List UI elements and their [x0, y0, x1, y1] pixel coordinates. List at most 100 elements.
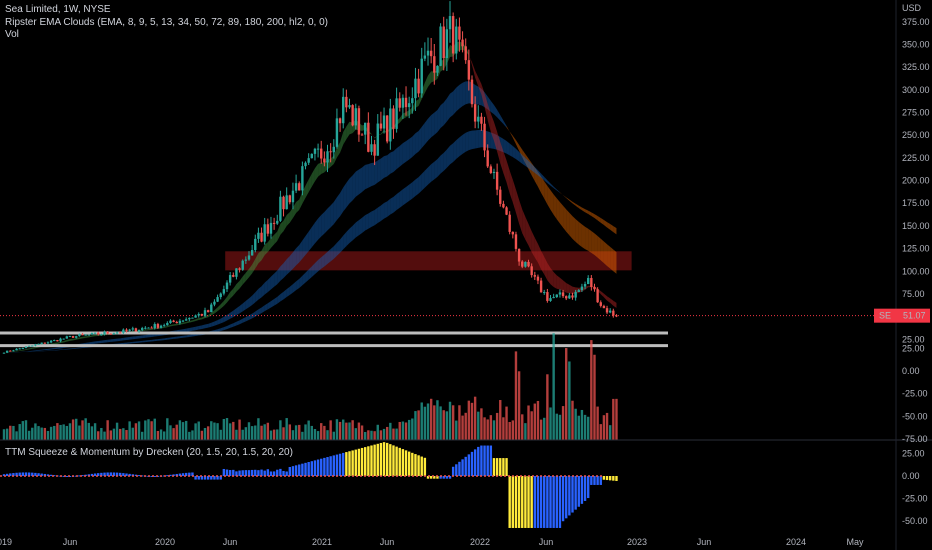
momentum-bar — [455, 464, 458, 476]
volume-bar — [90, 426, 94, 440]
momentum-bar — [291, 466, 295, 476]
ema-long-cloud-segment — [415, 177, 419, 196]
volume-bar — [62, 424, 65, 440]
ema-slow-cloud-segment — [377, 158, 381, 183]
price-tick-label: 100.00 — [902, 266, 930, 276]
ema-slow-cloud-segment — [192, 326, 196, 331]
ema-fast-cloud-segment — [424, 75, 429, 93]
ema-fast-cloud-segment — [415, 99, 419, 108]
momentum-bar — [276, 469, 279, 476]
volume-bar — [301, 431, 304, 440]
ema-slow-cloud-segment — [311, 222, 315, 248]
ema-long-cloud-segment — [142, 340, 146, 343]
volume-bar — [115, 422, 119, 440]
volume-bar — [103, 431, 106, 440]
momentum-bar — [34, 472, 37, 476]
ema-long-cloud-segment — [553, 186, 557, 191]
ema-slow-cloud-segment — [553, 194, 557, 220]
candle-body — [439, 26, 442, 66]
ema-slow-cloud-segment — [384, 155, 388, 178]
ema-slow-cloud-segment — [528, 158, 532, 176]
volume-indicator-label[interactable]: Vol — [5, 29, 19, 40]
ema-slow-cloud-segment — [497, 109, 501, 121]
ema-long-cloud-segment — [544, 176, 548, 184]
ema-slow-cloud-segment — [198, 325, 202, 330]
candle-body — [65, 336, 69, 339]
ema-slow-cloud-segment — [428, 115, 432, 141]
momentum-bar — [514, 476, 518, 528]
ema-fast-cloud-segment — [380, 129, 385, 135]
ema-slow-cloud-segment — [531, 163, 535, 182]
ema-fast-cloud-segment — [223, 296, 228, 306]
momentum-bar — [467, 454, 471, 476]
candle-body — [288, 195, 292, 203]
symbol-title[interactable]: Sea Limited, 1W, NYSE — [5, 4, 111, 15]
momentum-bar — [379, 442, 383, 476]
candle-body — [367, 122, 370, 152]
candle-body — [24, 346, 28, 349]
ema-long-cloud-segment — [157, 338, 162, 341]
ema-fast-cloud-segment — [292, 202, 297, 219]
candle-body — [228, 275, 232, 283]
candle-body — [216, 297, 219, 302]
candle-body — [612, 310, 615, 316]
ema-slow-cloud-segment — [484, 92, 488, 110]
candle-body — [87, 334, 91, 336]
momentum-bar — [342, 452, 345, 476]
candle-body — [605, 308, 609, 313]
volume-bar — [257, 418, 260, 440]
x-axis[interactable]: 2019 Jun 2020 Jun 2021 Jun 2022 Jun 2023 Jun 2024 M… — [0, 537, 864, 547]
momentum-bar — [558, 476, 562, 528]
ema-slow-cloud-segment — [415, 131, 419, 154]
ema-long-cloud-segment — [321, 254, 325, 269]
ema-fast-cloud-segment — [22, 349, 26, 351]
ema-fast-cloud-segment — [531, 231, 535, 258]
ema-fast-cloud-segment — [270, 234, 275, 248]
volume-bar — [511, 420, 515, 440]
momentum-bar — [426, 476, 430, 479]
volume-bar — [272, 429, 276, 440]
ema-fast-cloud-segment — [418, 90, 422, 106]
momentum-bar — [448, 476, 452, 479]
ema-slow-cloud-segment — [205, 323, 209, 329]
ema-slow-cloud-segment — [242, 300, 246, 312]
candle-body — [178, 320, 182, 324]
candle-body — [546, 292, 549, 301]
volume-bar — [75, 418, 78, 440]
price-tick-label: 200.00 — [902, 176, 930, 186]
ema-long-cloud-segment — [440, 152, 444, 174]
candle-body — [514, 234, 518, 249]
ema-fast-cloud-segment — [509, 170, 513, 203]
volume-bar — [219, 429, 222, 440]
ema-long-cloud-segment — [575, 203, 579, 209]
ema-long-cloud-segment — [377, 205, 381, 224]
ttm-squeeze-indicator-label[interactable]: TTM Squeeze & Momentum by Drecken (20, 1… — [5, 447, 293, 458]
ema-fast-cloud-segment — [471, 62, 476, 78]
ema-long-cloud-segment — [343, 232, 347, 250]
ema-fast-cloud-segment — [280, 220, 284, 235]
candle-body — [238, 268, 241, 270]
ema-fast-cloud-segment — [566, 282, 570, 294]
candle-body — [448, 16, 452, 30]
volume-bar — [517, 371, 521, 440]
ema-slow-cloud-segment — [245, 298, 249, 310]
ema-long-cloud-segment — [525, 157, 529, 169]
candle-body — [599, 302, 602, 306]
ema-fast-cloud-segment — [569, 284, 573, 295]
ema-fast-cloud-segment — [79, 336, 83, 340]
time-tick-label: Jun — [63, 537, 78, 547]
volume-bar — [40, 427, 43, 440]
ema-slow-cloud-segment — [396, 145, 400, 170]
ema-cloud-indicator-label[interactable]: Ripster EMA Clouds (EMA, 8, 9, 5, 13, 34… — [5, 17, 328, 28]
volume-bar — [59, 424, 62, 440]
momentum-bar — [404, 450, 408, 476]
ema-slow-cloud-segment — [346, 178, 350, 208]
time-tick-label: 2023 — [627, 537, 647, 547]
ema-fast-cloud-segment — [399, 113, 403, 123]
ema-long-cloud-segment — [487, 131, 491, 149]
ema-long-cloud-segment — [471, 130, 476, 150]
ema-fast-cloud-segment — [550, 268, 554, 288]
ema-long-cloud-segment — [60, 349, 64, 351]
volume-bar — [429, 398, 433, 440]
